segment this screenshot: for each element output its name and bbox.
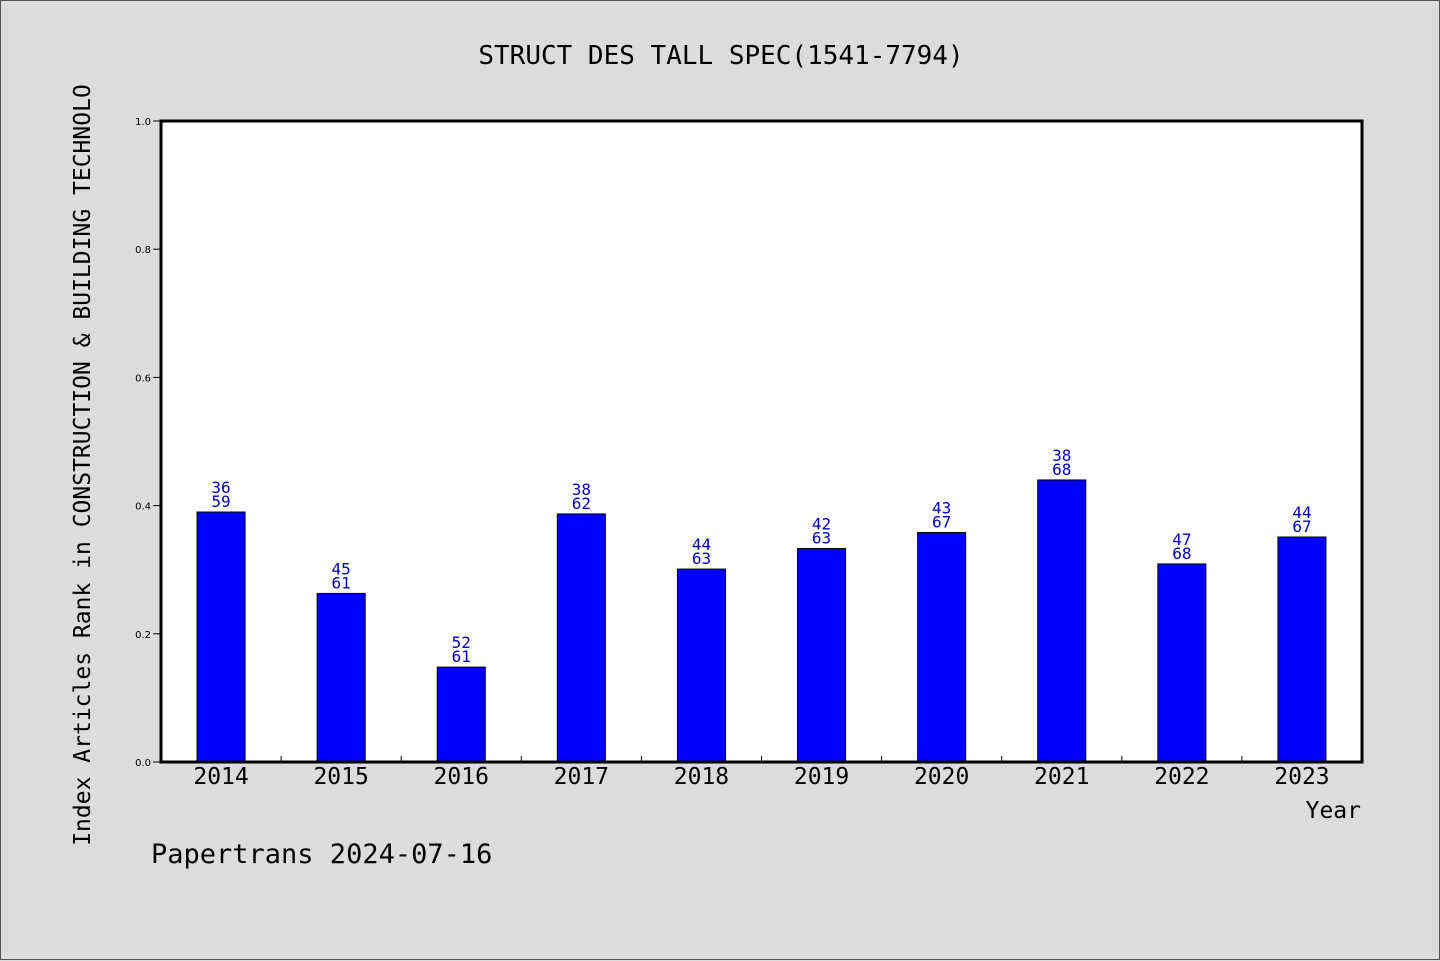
bar-label-2022-1: 47 (1172, 530, 1191, 549)
y-axis-label: Index Articles Rank in CONSTRUCTION & BU… (70, 84, 96, 846)
bar-2014 (196, 511, 246, 763)
bar-label-2015-1: 45 (332, 559, 351, 578)
x-tick-label-2021: 2021 (1034, 764, 1089, 790)
plot-border (159, 119, 1364, 764)
x-tick-label-2022: 2022 (1154, 764, 1209, 790)
y-tick-label-0.8: 0.8 (135, 245, 151, 256)
x-tick-label-2023: 2023 (1274, 764, 1329, 790)
bar-label-2023-1: 44 (1292, 503, 1311, 522)
bar-2023 (1277, 536, 1327, 763)
bar-label-2019-1: 42 (812, 515, 831, 534)
y-tick-label-0.2: 0.2 (135, 630, 151, 641)
x-tick-label-2016: 2016 (434, 764, 489, 790)
x-tick-label-2018: 2018 (674, 764, 729, 790)
chart-title: STRUCT DES TALL SPEC(1541-7794) (478, 41, 963, 71)
bar-label-2018-2: 63 (692, 549, 711, 568)
bar-2021 (1037, 479, 1087, 763)
bar-label-2018-1: 44 (692, 535, 711, 554)
bar-label-2021-2: 68 (1052, 460, 1071, 479)
x-tick-label-2020: 2020 (914, 764, 969, 790)
y-tick-label-0.4: 0.4 (135, 502, 151, 513)
footer-text: Papertrans 2024-07-16 (151, 839, 492, 870)
x-tick-label-2015: 2015 (313, 764, 368, 790)
bar-2017 (556, 513, 606, 763)
bar-label-2017-2: 62 (572, 494, 591, 513)
bar-label-2017-1: 38 (572, 480, 591, 499)
y-tick-label-0.0: 0.0 (135, 758, 151, 769)
y-tick-label-1.0: 1.0 (135, 117, 151, 128)
bar-label-2016-1: 52 (452, 633, 471, 652)
bar-label-2016-2: 61 (452, 647, 471, 666)
x-tick-label-2014: 2014 (193, 764, 248, 790)
bar-label-2023-2: 67 (1292, 517, 1311, 536)
bar-label-2020-2: 67 (932, 513, 951, 532)
bar-label-2019-2: 63 (812, 529, 831, 548)
bar-label-2014-1: 36 (211, 478, 230, 497)
x-axis-label: Year (1306, 798, 1361, 824)
bar-label-2014-2: 59 (211, 492, 230, 511)
bar-2020 (917, 532, 967, 763)
x-tick-label-2017: 2017 (554, 764, 609, 790)
bar-label-2015-2: 61 (332, 573, 351, 592)
bar-2022 (1157, 563, 1207, 763)
bar-2019 (797, 548, 847, 763)
y-tick-label-0.6: 0.6 (135, 373, 151, 384)
bar-label-2021-1: 38 (1052, 446, 1071, 465)
bar-label-2022-2: 68 (1172, 544, 1191, 563)
bar-2016 (436, 666, 486, 763)
bar-label-2020-1: 43 (932, 499, 951, 518)
bar-2018 (676, 568, 726, 763)
x-tick-label-2019: 2019 (794, 764, 849, 790)
bar-2015 (316, 592, 366, 763)
